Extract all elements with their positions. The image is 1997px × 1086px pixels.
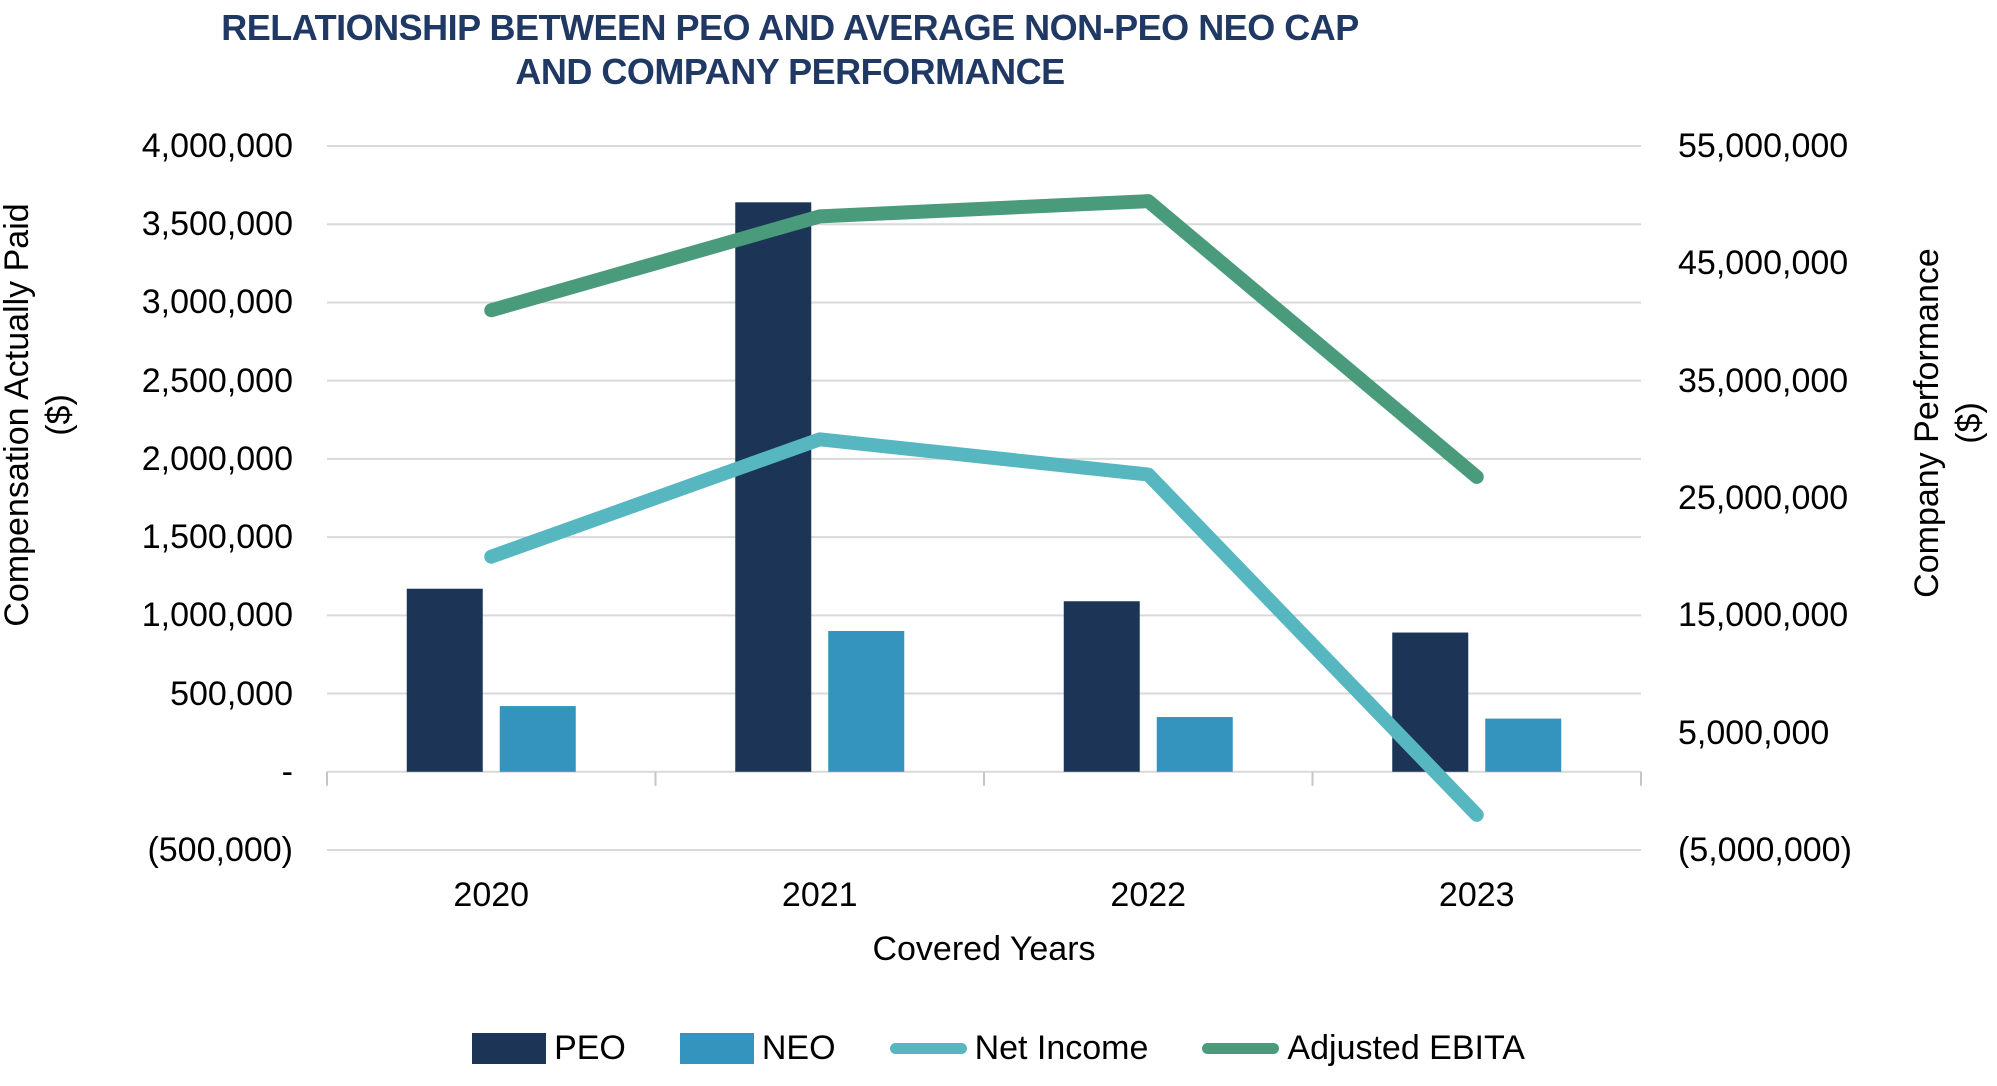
left-axis-tick-label: 3,500,000 [141,205,293,244]
legend-label: PEO [554,1028,626,1067]
legend-bar-swatch [679,1032,754,1064]
legend-line-swatch [1202,1042,1280,1054]
chart-title-line1: RELATIONSHIP BETWEEN PEO AND AVERAGE NON… [221,7,1359,48]
left-axis-tick-label: 4,000,000 [141,127,293,165]
legend-item-peo: PEO [472,1029,626,1068]
left-axis-title-line2: ($) [40,394,78,436]
line-net-income [484,432,1484,822]
bar-peo-2022 [1063,601,1140,772]
left-axis-title: Compensation Actually Paid ($) [0,195,80,635]
legend-label: Net Income [974,1028,1149,1067]
legend-item-net-income: Net Income [889,1028,1149,1068]
right-axis-tick-label: 45,000,000 [1678,244,1849,283]
x-axis-category-label: 2022 [1110,876,1187,914]
right-axis-tick-label: 25,000,000 [1678,479,1849,517]
right-axis-title-line1: Company Performance [1908,248,1946,598]
x-axis-category-label: 2023 [1438,876,1515,914]
bar-peo-2023 [1392,632,1469,772]
legend-bar-swatch [472,1032,547,1064]
legend-line-swatch [889,1042,967,1054]
x-axis-category-label: 2021 [781,876,858,914]
right-axis-title-line2: ($) [1950,402,1988,444]
right-axis-title: Company Performance ($) [1906,243,1990,603]
bar-peo-2021 [735,202,812,772]
left-axis-tick-label: 500,000 [170,674,293,713]
left-axis-tick-label: (500,000) [147,831,293,869]
x-axis-title: Covered Years [872,930,1096,968]
bar-neo-2020 [499,706,576,772]
chart-title-line2: AND COMPANY PERFORMANCE [515,51,1065,92]
bar-neo-2021 [828,630,905,772]
x-axis-category-label: 2020 [453,876,530,914]
left-axis-tick-label: 1,000,000 [141,596,293,635]
legend-item-adjusted-ebita: Adjusted EBITA [1202,1029,1525,1068]
right-axis-tick-label: 35,000,000 [1678,361,1849,400]
bar-neo-2022 [1156,717,1233,772]
bar-peo-2020 [406,588,483,772]
chart-title: RELATIONSHIP BETWEEN PEO AND AVERAGE NON… [0,6,1580,94]
legend-label: Adjusted EBITA [1287,1028,1525,1067]
left-axis-tick-label: 2,000,000 [141,439,293,478]
bar-neo-2023 [1485,718,1562,772]
left-axis-title-line1: Compensation Actually Paid [0,203,36,627]
legend-item-neo: NEO [679,1028,836,1068]
left-axis-tick-label: 1,500,000 [141,518,293,557]
left-axis-tick-label: 2,500,000 [141,361,293,400]
legend: PEO NEO Net Income Adjusted EBITA [0,1024,1997,1072]
left-axis-tick-label: - [281,752,293,791]
left-axis-tick-label: 3,000,000 [141,283,293,322]
right-axis-tick-label: (5,000,000) [1678,831,1852,869]
right-axis-tick-label: 15,000,000 [1678,596,1849,635]
legend-label: NEO [761,1028,836,1067]
right-axis-tick-label: 55,000,000 [1678,127,1849,165]
line-adjusted-ebita [484,194,1484,484]
right-axis-tick-label: 5,000,000 [1678,713,1830,752]
